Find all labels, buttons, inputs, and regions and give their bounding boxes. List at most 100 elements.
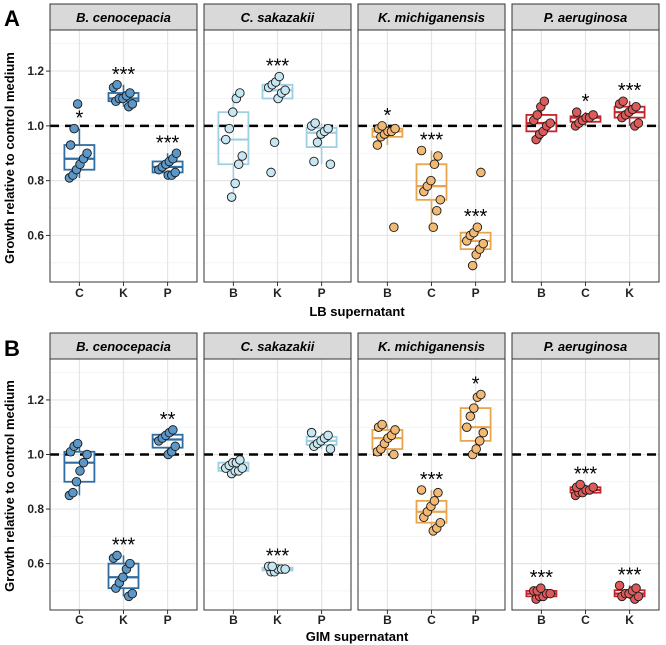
x-tick-label: K [119,613,128,627]
facet-strip [511,332,660,360]
data-point [389,449,399,460]
y-tick-label: 0.6 [27,557,44,571]
data-point [71,477,82,487]
x-tick-label: B [383,286,392,300]
data-point [631,101,641,112]
data-point [112,80,122,90]
data-point [170,167,180,178]
significance-label: *** [420,469,444,491]
facet-title: P. aeruginosa [544,10,628,25]
data-point [536,583,546,593]
data-point [390,123,400,134]
group-c: *** C [415,469,448,627]
y-tick-label: 1.0 [27,447,44,461]
data-point [82,449,92,460]
x-tick-label: P [164,286,172,300]
group-p: *P [459,373,492,627]
significance-label: * [582,91,590,113]
significance-label: *** [530,567,554,589]
plot-border [511,29,660,283]
group-p: ** P [151,409,184,627]
data-point [545,118,555,128]
data-point [72,438,83,449]
x-tick-label: K [273,286,282,300]
group-b: *** B [525,567,558,627]
group-b: B [217,455,250,627]
x-tick-label: P [318,286,326,300]
data-point [631,583,641,593]
data-point [65,140,76,150]
data-point [478,427,488,438]
group-c: *** C [415,130,448,300]
data-point [235,455,245,465]
significance-label: ** [160,409,176,431]
x-tick-label: C [581,286,590,300]
y-tick-label: 1.0 [27,119,44,133]
data-point [377,419,387,430]
data-point [266,167,276,178]
data-point [435,195,446,205]
facet-title: C. sakazakii [241,10,315,25]
box [107,562,140,590]
y-tick-label: 1.2 [27,393,44,407]
data-point [323,123,333,134]
data-point [280,564,290,574]
group-k: *** K [107,534,140,627]
x-tick-label: K [119,286,128,300]
plot-border [203,29,352,283]
significance-label: *** [618,564,642,586]
plot-border [357,358,506,611]
y-axis-title-b: Growth relative to control medium [2,380,17,592]
facet-title: B. cenocepacia [76,339,171,354]
data-point [78,457,89,468]
data-point [432,206,442,216]
data-point [235,88,245,98]
data-point [476,389,486,400]
facet-strip [511,3,660,31]
data-point [310,118,320,128]
x-tick-label: C [75,286,84,300]
group-c: *C [63,99,96,300]
x-tick-label: B [537,286,546,300]
significance-label: *** [464,206,488,228]
panel-b-letter: B [4,336,20,361]
data-point [125,88,135,98]
group-p: *** P [459,167,492,300]
x-axis-title-a: LB supernatant [309,304,405,319]
data-point [614,580,625,591]
group-b: B [525,96,558,300]
data-point [125,558,135,569]
data-point [325,159,336,169]
facet-k-michiganensis: K. michiganensis*B***C***P [357,3,506,300]
data-point [221,134,231,145]
significance-label: *** [266,56,290,78]
data-point [372,140,383,150]
data-point [474,436,485,446]
data-point [428,222,439,232]
group-b: *B [371,105,404,300]
data-point [82,148,92,159]
data-point [471,444,481,454]
facet-title: C. sakazakii [241,339,315,354]
facet-b-cenocepacia: B. cenocepacia*C***K***P [49,3,198,300]
data-point [435,517,446,528]
x-tick-label: P [472,286,480,300]
data-point [377,121,387,131]
data-point [233,159,244,169]
group-c: C [63,438,96,627]
plot-border [511,358,660,611]
panel-a-plot: 0.60.81.01.2B. cenocepacia*C***K***PC. s… [27,3,660,300]
x-tick-label: B [229,286,238,300]
x-tick-label: C [75,613,84,627]
data-point [539,96,550,106]
group-p: P [305,118,338,300]
plot-border [203,358,352,611]
group-k: *** K [261,545,294,627]
group-p: *** P [151,132,184,300]
data-point [633,118,644,128]
plot-border [49,29,198,283]
data-point [127,588,138,599]
facet-c-sakazakii: C. sakazakii B *** K P [203,332,352,627]
